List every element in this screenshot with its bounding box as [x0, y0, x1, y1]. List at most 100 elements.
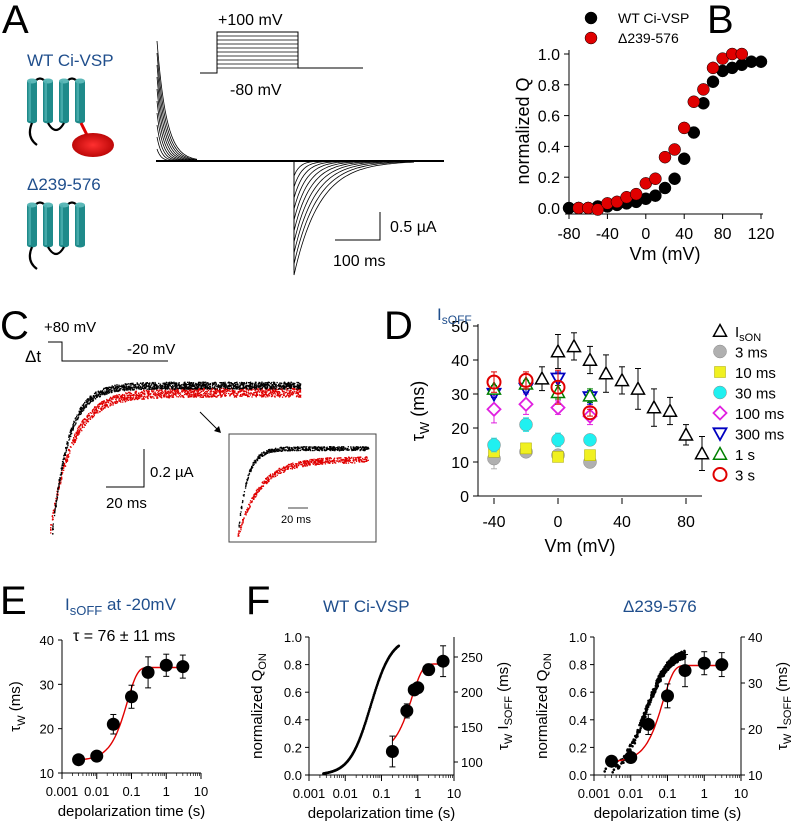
trace-point-delta	[79, 427, 81, 429]
inset-point-delta	[355, 457, 357, 459]
trace-point-wt	[289, 385, 291, 387]
inset-point-delta	[263, 482, 266, 484]
inset-point-delta	[302, 465, 304, 468]
trace-point-wt	[197, 387, 199, 389]
trace-point-wt	[173, 381, 175, 383]
trace-point-delta	[96, 406, 98, 408]
trace-point-delta	[265, 391, 267, 393]
inset-point-delta	[316, 459, 318, 461]
inset-point-wt	[243, 494, 245, 496]
trace-point-wt	[272, 386, 274, 388]
trace-point-delta	[197, 395, 199, 397]
trace-point-delta	[262, 393, 265, 395]
trace-point-delta	[84, 418, 86, 421]
trace-point-delta	[126, 397, 128, 400]
trace-point-wt	[126, 387, 128, 389]
trace-point-delta	[106, 400, 108, 402]
trace-point-wt	[275, 385, 277, 387]
inset-point-delta	[367, 459, 369, 461]
trace-point-delta	[138, 392, 140, 394]
trace-point-wt	[154, 388, 157, 390]
trace-point-delta	[203, 387, 205, 389]
trace-point-wt	[148, 387, 150, 389]
inset-point-delta	[290, 463, 292, 465]
trace-point-wt	[73, 421, 75, 423]
inset-point-delta	[319, 459, 321, 461]
trace-point-wt	[85, 404, 87, 406]
loop-bottom	[47, 246, 65, 256]
trace-point-wt	[61, 463, 64, 465]
trace-point-wt	[151, 387, 153, 389]
trace-point-delta	[174, 392, 176, 395]
trace-point-wt	[219, 386, 221, 388]
trace-point-wt	[264, 382, 266, 384]
trace-point-delta	[150, 393, 152, 395]
data-point	[582, 351, 598, 366]
inset-point-delta	[286, 468, 289, 470]
trace-point-delta	[135, 391, 137, 393]
inset-point-wt	[241, 505, 243, 508]
trace-point-wt	[228, 381, 230, 383]
trace-point-wt	[185, 385, 188, 387]
trace-point-wt	[215, 382, 217, 384]
trace-point-wt	[70, 430, 72, 432]
data-point	[582, 405, 598, 421]
trace-point-wt	[152, 382, 154, 384]
trace-point-delta	[222, 390, 224, 392]
trace-point-delta	[186, 393, 188, 395]
trace-point-wt	[184, 387, 186, 389]
trace-point-wt	[151, 388, 153, 390]
trace-point-wt	[283, 383, 285, 385]
inset-point-delta	[305, 463, 307, 465]
trace-point-wt	[260, 383, 263, 386]
trace-point-wt	[63, 457, 65, 459]
trace-point-delta	[96, 411, 98, 413]
inset-point-delta	[246, 507, 249, 509]
trace-point-wt	[255, 383, 257, 385]
trace-point-delta	[171, 389, 173, 391]
trace-point-delta	[106, 398, 108, 401]
trace-point-wt	[162, 387, 164, 389]
trace-point-delta	[167, 397, 170, 399]
inset-point-wt	[269, 451, 271, 453]
trace-point-wt	[293, 386, 296, 389]
trace-point-delta	[187, 395, 189, 397]
trace-point-delta	[122, 397, 125, 399]
inset-point-wt	[308, 447, 310, 449]
inset-point-wt	[359, 446, 362, 448]
trace-point-wt	[161, 388, 163, 390]
trace-point-delta	[137, 397, 140, 400]
x-tick-label: 0.1	[372, 786, 390, 801]
trace-point-wt	[197, 382, 200, 384]
trace-point-wt	[296, 386, 298, 388]
trace-point-delta	[115, 397, 117, 399]
trace-point-wt	[291, 384, 293, 386]
x-axis-label: depolarization time (s)	[308, 805, 456, 822]
x-tick-label: 80	[677, 514, 695, 531]
trace-point-delta	[268, 389, 270, 392]
trace-point-wt	[110, 389, 113, 391]
trace-point-wt	[105, 387, 107, 389]
trace-point-delta	[299, 391, 302, 393]
trace-point-delta	[72, 439, 74, 442]
trace-point-wt	[80, 409, 83, 411]
inset-point-wt	[240, 511, 242, 513]
trace-point-delta	[103, 407, 105, 409]
inset-point-wt	[301, 448, 303, 450]
trace-point-delta	[129, 397, 132, 400]
trace-point-delta	[120, 398, 123, 401]
trace-point-wt	[214, 384, 216, 386]
trace-point-wt	[125, 386, 127, 388]
trace-point-delta	[267, 389, 269, 392]
trace-point-wt	[236, 382, 238, 384]
inset-point-wt	[362, 446, 364, 448]
trace-point-delta	[174, 393, 176, 395]
trace-point-delta	[224, 392, 226, 394]
inset-point-wt	[238, 526, 240, 528]
trace-point-delta	[52, 509, 55, 512]
trace-point-wt	[122, 389, 124, 391]
trace-point-wt	[86, 404, 88, 406]
trace-point-delta	[261, 389, 263, 391]
inset-point-wt	[270, 448, 272, 450]
trace-point-delta	[184, 390, 186, 392]
